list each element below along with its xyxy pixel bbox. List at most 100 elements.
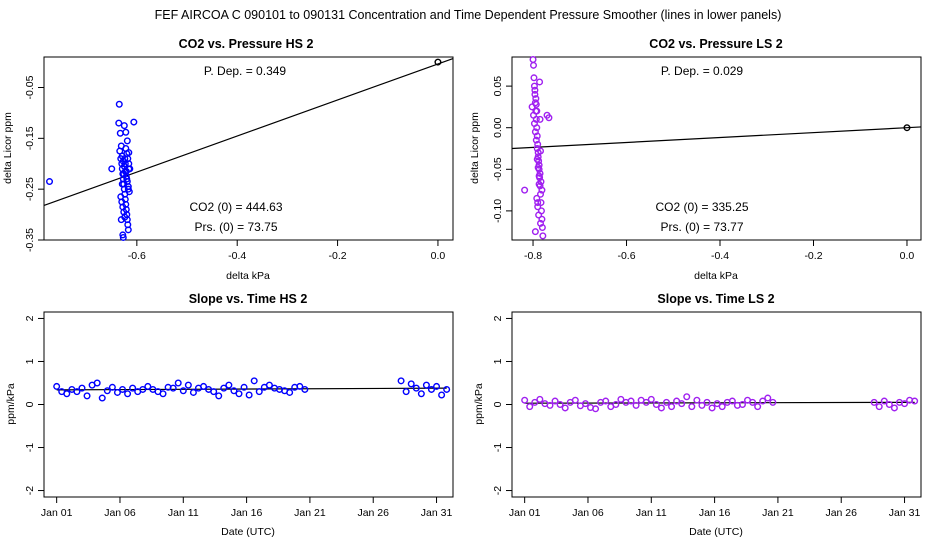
data-point — [612, 401, 620, 409]
y-axis-label: delta Licor ppm — [2, 112, 14, 184]
data-point — [530, 82, 538, 90]
data-point — [617, 395, 625, 403]
data-point — [78, 384, 86, 392]
data-point — [602, 397, 610, 405]
annotation-co2-zero: CO2 (0) = 335.25 — [655, 200, 748, 214]
y-tick-label: -0.15 — [24, 126, 36, 150]
data-point — [200, 382, 208, 390]
fit-line — [43, 57, 454, 206]
data-point — [73, 388, 81, 396]
data-point — [531, 128, 539, 136]
data-point — [561, 404, 569, 412]
data-point — [652, 401, 660, 409]
y-tick-label: -0.10 — [492, 199, 504, 223]
data-point — [539, 232, 547, 240]
plot-frame — [511, 311, 922, 498]
data-point — [890, 404, 898, 412]
data-point — [438, 391, 446, 399]
x-tick-label: Jan 11 — [636, 507, 667, 519]
panel-co2-vs-pressure-ls2: CO2 vs. Pressure LS 2 P. Dep. = 0.029 CO… — [469, 37, 922, 282]
data-point — [417, 390, 425, 398]
x-axis-label: Date (UTC) — [689, 526, 743, 538]
data-point — [122, 167, 130, 175]
data-point — [728, 397, 736, 405]
data-point — [119, 233, 127, 241]
y-tick-label: -2 — [492, 486, 504, 495]
data-point — [124, 390, 132, 398]
x-tick-label: Jan 01 — [509, 507, 541, 519]
data-point — [189, 388, 197, 396]
x-tick-label: -0.4 — [228, 250, 246, 262]
y-axis-label: ppm/kPa — [5, 383, 17, 425]
data-point — [93, 379, 101, 387]
data-point — [225, 381, 233, 389]
data-point — [531, 86, 539, 94]
fit-line — [511, 126, 922, 150]
data-point — [885, 401, 893, 409]
data-point — [123, 175, 131, 183]
data-point — [159, 390, 167, 398]
data-point — [250, 377, 258, 385]
data-point — [534, 164, 542, 172]
data-point — [749, 398, 757, 406]
data-point — [235, 390, 243, 398]
x-tick-label: Jan 26 — [357, 507, 389, 519]
data-point — [98, 394, 106, 402]
data-point — [402, 388, 410, 396]
data-point — [115, 119, 123, 127]
data-point — [296, 382, 304, 390]
data-point — [533, 155, 541, 163]
data-point — [678, 400, 686, 408]
data-point — [545, 114, 553, 122]
reference-point — [903, 124, 911, 132]
x-axis-label: delta kPa — [694, 270, 738, 282]
y-tick-label: 0 — [492, 401, 504, 407]
data-point — [108, 383, 116, 391]
x-tick-label: Jan 21 — [762, 507, 794, 519]
data-point — [125, 149, 133, 157]
plot-frame — [43, 311, 454, 498]
data-point — [407, 380, 415, 388]
data-point — [240, 383, 248, 391]
data-point — [530, 74, 538, 82]
x-tick-label: Jan 16 — [699, 507, 731, 519]
data-point — [533, 107, 541, 115]
data-point — [521, 396, 529, 404]
data-point — [537, 190, 545, 198]
data-point — [144, 382, 152, 390]
data-point — [255, 388, 263, 396]
data-point — [120, 122, 128, 130]
annotation-co2-zero: CO2 (0) = 444.63 — [189, 200, 282, 214]
y-tick-label: -0.05 — [24, 75, 36, 99]
data-point — [627, 397, 635, 405]
data-point — [683, 393, 691, 401]
data-point — [870, 398, 878, 406]
data-point — [556, 401, 564, 409]
reference-point — [434, 58, 442, 66]
data-point — [113, 388, 121, 396]
data-point — [531, 398, 539, 406]
data-point — [875, 403, 883, 411]
data-point — [592, 405, 600, 413]
data-point — [301, 385, 309, 393]
data-point — [880, 397, 888, 405]
data-point — [530, 61, 538, 69]
y-tick-label: 1 — [492, 358, 504, 364]
data-point — [769, 398, 777, 406]
y-tick-label: 0 — [24, 401, 36, 407]
data-point — [718, 403, 726, 411]
data-point — [538, 215, 546, 223]
y-axis-label: ppm/kPa — [473, 383, 485, 425]
fit-line — [56, 387, 447, 391]
data-point — [759, 397, 767, 405]
data-point — [521, 186, 529, 194]
data-point — [46, 178, 54, 186]
y-tick-label: 0.00 — [492, 117, 504, 138]
y-tick-label: -1 — [492, 443, 504, 452]
y-tick-label: 1 — [24, 358, 36, 364]
panel-title: CO2 vs. Pressure HS 2 — [179, 37, 314, 51]
y-tick-label: 2 — [492, 315, 504, 321]
x-tick-label: Jan 31 — [889, 507, 921, 519]
data-point — [911, 397, 919, 405]
